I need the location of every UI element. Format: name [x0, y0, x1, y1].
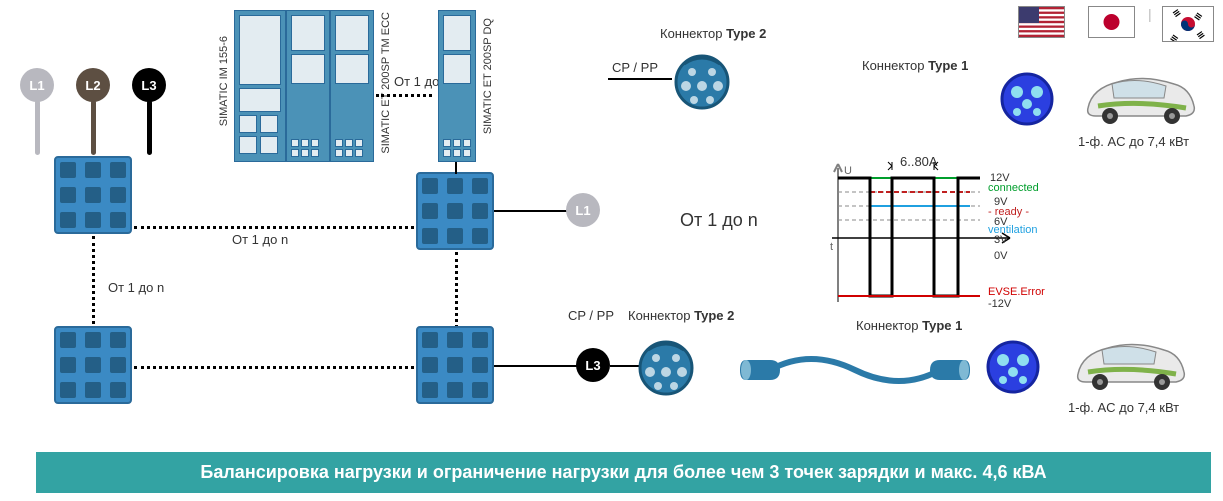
svg-text:t: t: [830, 241, 833, 253]
type1-connector-bot: [986, 340, 1040, 394]
conn-type2-cp-top: CP / PP: [612, 60, 658, 75]
plc-rack: [234, 10, 374, 162]
type1-connector-top: [1000, 72, 1054, 126]
conn-line-top: [608, 78, 672, 80]
car-caption-top: 1-ф. AC до 7,4 кВт: [1078, 134, 1189, 149]
phase-label: L3: [585, 358, 600, 373]
phase-node-L2: L2: [76, 68, 110, 102]
phase-label: L2: [85, 78, 100, 93]
phase-node-L1: L1: [20, 68, 54, 102]
lvl-connected: connected: [988, 182, 1039, 194]
plc-module-dq: [438, 10, 476, 162]
diagram-canvas: | L1 L2 L3 SIMATIC: [0, 0, 1223, 501]
plc-module-ecc-2: [330, 10, 374, 162]
type2-connector-top: [672, 50, 732, 110]
contactor-bl: [54, 326, 132, 404]
conn-type2-cp-bot: CP / PP: [568, 308, 614, 323]
plc-module-label-dq: SIMATIC ET 200SP DQ: [482, 18, 494, 134]
svg-text:U: U: [844, 165, 852, 177]
plc-link: [455, 162, 457, 174]
plc-module-im: [234, 10, 286, 162]
cable-v-1: [92, 236, 95, 324]
phase-stem-L1: [35, 100, 40, 155]
contactor-top: [54, 156, 132, 234]
lvl-error: EVSE.Error: [988, 286, 1045, 298]
v-0v: 0V: [994, 250, 1007, 262]
cable-v-2: [455, 252, 458, 328]
conn-type1-title-top: Коннектор Type 1: [862, 58, 968, 73]
phase-label: L1: [575, 203, 590, 218]
range-label-mid: От 1 до n: [680, 210, 758, 231]
v-3v: 3V: [994, 234, 1007, 246]
plc-module-label-im: SIMATIC IM 155-6: [218, 36, 230, 126]
phase-stem-L3: [147, 100, 152, 155]
cable-h-1: [134, 226, 414, 229]
conn-type2-title-top: Коннектор Type 2: [660, 26, 766, 41]
v-n12v: -12V: [988, 298, 1011, 310]
stub-L1: L1: [566, 193, 600, 227]
plc-rack-dq: [438, 10, 476, 162]
flag-kr: [1162, 6, 1214, 42]
flag-jp: [1088, 6, 1135, 38]
plc-module-ecc-1: [286, 10, 330, 162]
contactor-mid: [416, 172, 494, 250]
contactor-br: [416, 326, 494, 404]
range-label-2: От 1 до n: [108, 280, 164, 295]
cable-h-2: [134, 366, 414, 369]
range-label-1: От 1 до n: [232, 232, 288, 247]
phase-stem-L2: [91, 100, 96, 155]
stub-L1-line: [494, 210, 570, 212]
ev-car-top: [1078, 66, 1198, 128]
charging-cable: [740, 340, 970, 400]
flag-us: [1018, 6, 1065, 38]
conn-type1-title-bot: Коннектор Type 1: [856, 318, 962, 333]
plc-module-label-ecc: SIMATIC ET 200SP TM ECC: [380, 12, 392, 154]
phase-label: L3: [141, 78, 156, 93]
stub-L3-line: [494, 365, 580, 367]
banner-text: Балансировка нагрузки и ограничение нагр…: [36, 452, 1211, 493]
car-caption-bot: 1-ф. AC до 7,4 кВт: [1068, 400, 1179, 415]
phase-label: L1: [29, 78, 44, 93]
stub-L3: L3: [576, 348, 610, 382]
plc-range-line: [376, 94, 432, 97]
flag-separator: |: [1148, 6, 1152, 22]
ev-car-bot: [1068, 332, 1188, 394]
phase-node-L3: L3: [132, 68, 166, 102]
type2-connector-bot: [636, 336, 696, 396]
conn-type2-title-bot: Коннектор Type 2: [628, 308, 734, 323]
